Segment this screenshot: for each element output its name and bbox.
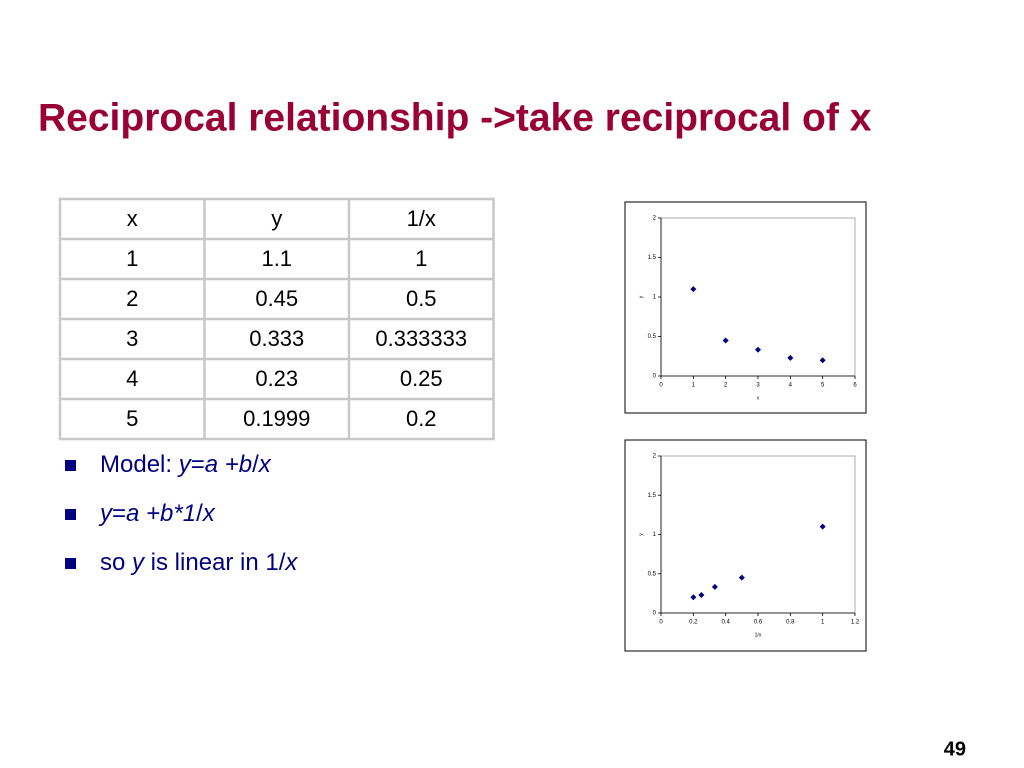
x-tick-label: 5 [821,383,825,389]
table-cell: 5 [126,406,138,431]
table-cell: 1.1 [261,246,292,271]
table-header-cell: 1/x [407,206,436,231]
y-tick-label: 0.5 [648,571,657,577]
table-cell: 0.5 [406,286,437,311]
bullet-marker [65,558,76,569]
x-tick-label: 6 [853,383,857,389]
data-point [738,574,745,581]
table-cell: 2 [126,286,138,311]
data-point [690,594,697,601]
x-axis-label: x [757,395,760,401]
bullet-run: x [202,500,216,527]
data-point [819,523,826,530]
x-tick-label: 1 [692,383,696,389]
bullet-run: a +b*1 [126,500,196,527]
x-tick-label: 0 [659,620,663,626]
table-cell: 1 [126,246,138,271]
data-point [755,346,761,353]
table-cell: 0.45 [255,286,298,311]
data-point [698,591,705,598]
bullet-run: x [258,451,272,478]
page-number: 49 [944,738,966,760]
x-tick-label: 1 [821,620,825,626]
y-tick-label: 0 [653,611,657,617]
x-tick-label: 0.2 [689,620,698,626]
bullet-marker [65,509,76,520]
table-cell: 0.25 [400,366,443,391]
data-point [722,337,729,344]
y-tick-label: 1 [653,532,657,538]
bullet-text: so y is linear in 1/x [100,549,298,576]
y-tick-label: 2 [653,216,657,222]
x-tick-label: 1.2 [851,620,860,626]
bullet-text: y=a +b*1/x [98,500,216,527]
bullet-run: = [112,500,126,527]
bullet-run: x [284,549,298,576]
data-point [819,357,826,364]
x-tick-label: 2 [724,383,728,389]
y-tick-label: 1 [653,295,657,301]
x-tick-label: 4 [789,383,793,389]
bullet-run: / [196,500,203,527]
bullet-run: so [100,549,132,576]
table-cell: 0.23 [255,366,298,391]
chart-frame [624,439,867,652]
x-tick-label: 0.4 [721,620,730,626]
data-point [787,354,794,361]
bullet-run: Model: [100,451,179,478]
bullet-run: / [252,451,259,478]
slide-title: Reciprocal relationship ->take reciproca… [38,96,872,139]
bullet-run: y [130,549,146,576]
table-cell: 0.2 [406,406,437,431]
bullet-run: = [191,451,205,478]
bullet-text: Model: y=a +b/x [100,451,272,478]
y-axis-label: y [638,533,644,536]
bullet-run: is linear in 1/ [144,549,286,576]
bullet-run: y [98,500,114,527]
x-axis-label: 1/x [755,632,762,638]
table-header-cell: y [271,206,282,231]
y-tick-label: 1.5 [648,493,657,499]
data-point [711,583,718,590]
data-point [690,286,697,293]
x-tick-label: 0.8 [786,620,795,626]
table-cell: 1 [415,246,427,271]
y-tick-label: 0.5 [648,334,657,340]
bullet-run: a +b [205,451,252,478]
table-header-cell: x [127,206,138,231]
table-cell: 0.333333 [375,326,467,351]
table-cell: 3 [126,326,138,351]
y-axis-label: y [638,295,644,298]
x-tick-label: 3 [756,383,760,389]
x-tick-label: 0.6 [754,620,763,626]
y-tick-label: 2 [653,454,657,460]
bullet-run: y [177,451,193,478]
y-tick-label: 0 [653,374,657,380]
x-tick-label: 0 [659,383,663,389]
y-tick-label: 1.5 [648,255,657,261]
table-cell: 0.1999 [243,406,310,431]
table-cell: 4 [126,366,138,391]
table-cell: 0.333 [249,326,304,351]
bullet-marker [65,460,76,471]
chart-frame [624,201,867,414]
